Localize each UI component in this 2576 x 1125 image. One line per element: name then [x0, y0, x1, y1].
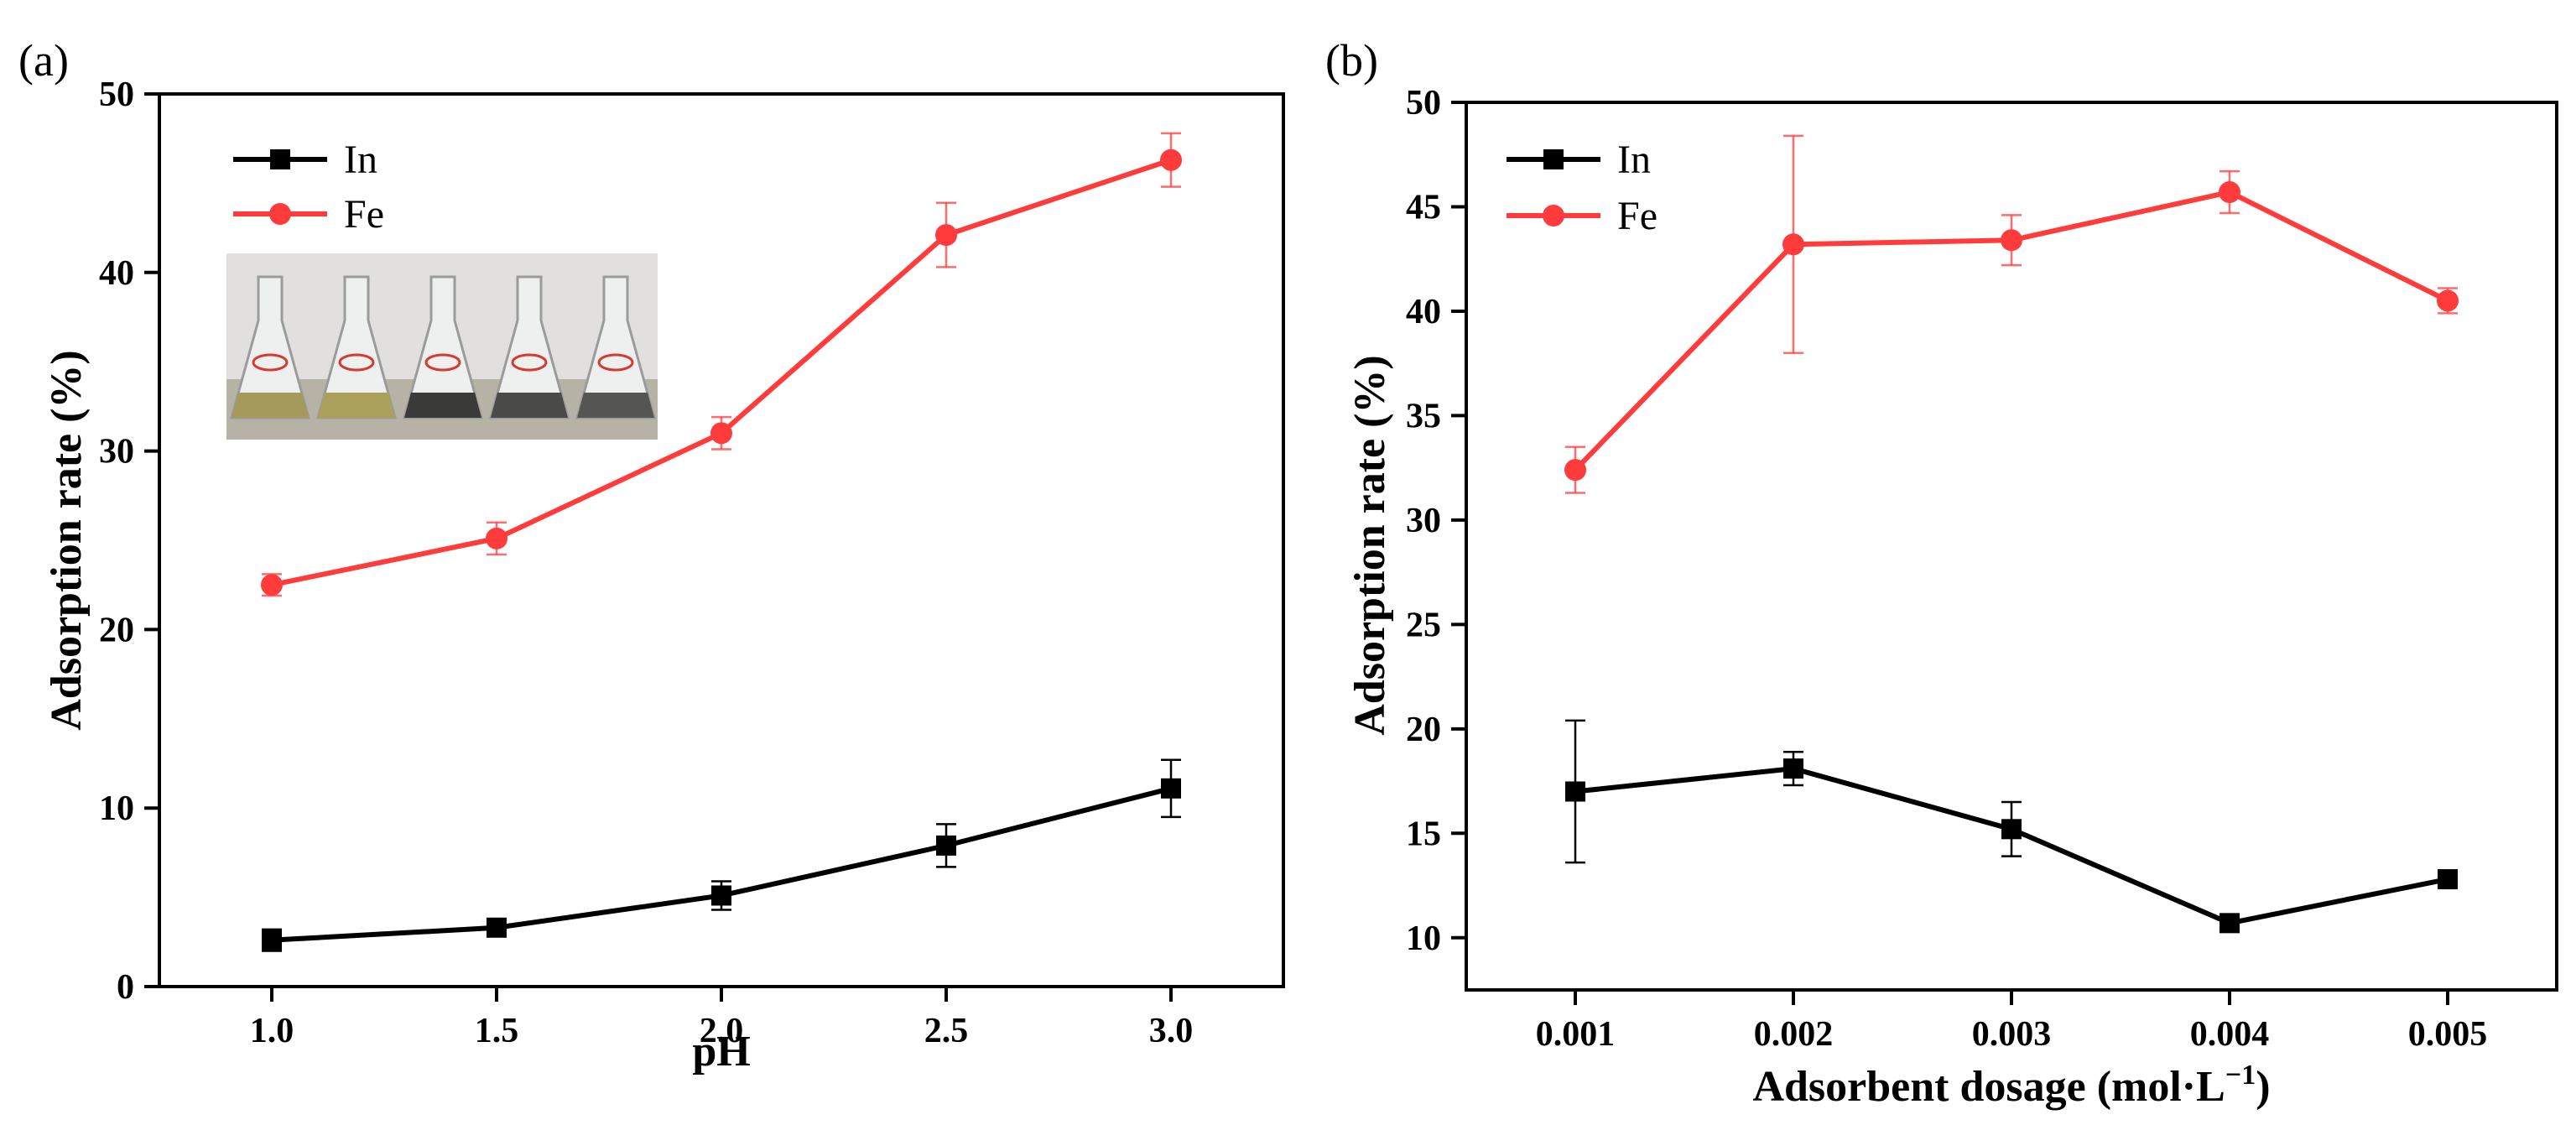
legend-fe-marker	[269, 203, 291, 225]
panel-b-ytick-label: 15	[1406, 815, 1441, 853]
flask-liquid	[232, 393, 309, 418]
series-in-point	[2001, 819, 2022, 840]
legend-in-marker	[1543, 149, 1564, 169]
panel-a-ylabel: Adsorption rate (%)	[43, 350, 91, 731]
flask-liquid	[491, 393, 568, 418]
panel-b-xtick-label: 0.005	[2408, 1015, 2488, 1054]
series-fe-point	[2001, 229, 2022, 252]
panel-b-xtick-label: 0.001	[1536, 1015, 1616, 1054]
panel-a-xtick-label: 1.0	[250, 1012, 294, 1050]
series-in-point	[936, 835, 956, 856]
series-in-point	[1783, 758, 1803, 779]
series-fe-point	[261, 574, 283, 596]
panel-b-legend: In Fe	[1507, 138, 1657, 238]
panel-a-xtick-label: 2.5	[924, 1012, 969, 1050]
series-in-line	[271, 785, 1172, 943]
flask-liquid	[404, 393, 481, 418]
flask-liquid	[577, 393, 654, 418]
series-fe-point	[2437, 289, 2459, 312]
panel-b-xlabel: Adsorbent dosage (mol·L−1)	[1752, 1060, 2270, 1111]
series-fe-point	[1160, 148, 1182, 171]
legend-in-label: In	[1617, 138, 1651, 182]
panel-a-axes: 1.0 1.5 2.0 2.5 3.0 0 10 20 30 40 50	[99, 76, 1193, 1050]
series-fe-point	[2219, 181, 2240, 204]
flask-label	[511, 353, 548, 372]
panel-a-legend: In Fe	[233, 138, 384, 237]
panel-b-ytick-label: 20	[1406, 711, 1441, 749]
panel-b-xlabel-end: )	[2256, 1063, 2270, 1111]
panel-b-axes: 0.001 0.002 0.003 0.004 0.005 10 15 20 25 30 35 40 4…	[1406, 84, 2487, 1054]
series-in-point	[711, 885, 731, 906]
legend-in-marker	[270, 149, 290, 169]
panel-a-ytick-label: 50	[99, 76, 134, 114]
panel-a-frame	[158, 92, 1285, 988]
panel-a-xtick-label: 1.5	[475, 1012, 519, 1050]
panel-a-xtick-label: 3.0	[1149, 1012, 1194, 1050]
series-in-point	[487, 917, 507, 938]
panel-a-ytick-label: 20	[99, 611, 134, 649]
flask-label	[597, 353, 634, 372]
panel-b-ylabel: Adsorption rate (%)	[1346, 355, 1394, 736]
panel-a-ytick-label: 10	[99, 789, 134, 828]
panel-a-ytick-label: 40	[99, 254, 134, 293]
series-fe-point	[710, 422, 732, 445]
panel-b-xtick-label: 0.002	[1754, 1015, 1834, 1054]
panel-b-series	[1564, 134, 2459, 934]
legend-fe-marker	[1543, 205, 1564, 227]
panel-a-ytick-label: 0	[117, 968, 134, 1007]
panel-b-tag: (b)	[1325, 35, 1378, 86]
flask-label	[424, 353, 461, 372]
panel-b-ytick-label: 40	[1406, 293, 1441, 331]
series-in-point	[2438, 869, 2458, 890]
series-in-point	[2220, 913, 2240, 934]
panel-a-tag: (a)	[18, 35, 69, 86]
panel-b-ytick-label: 25	[1406, 606, 1441, 644]
flask-liquid	[318, 393, 395, 418]
panel-b-ytick-label: 50	[1406, 84, 1441, 122]
series-fe-point	[935, 224, 957, 247]
series-fe-point	[1564, 459, 1586, 482]
panel-b-ytick-label: 30	[1406, 502, 1441, 540]
legend-fe-label: Fe	[344, 192, 384, 237]
panel-a-xtick-label: 2.0	[700, 1012, 744, 1050]
flask-label	[252, 353, 289, 372]
series-in-point	[262, 930, 282, 951]
panel-b-ytick-label: 10	[1406, 919, 1441, 958]
panel-b-xtick-label: 0.004	[2190, 1015, 2270, 1054]
panel-b-xtick-label: 0.003	[1972, 1015, 2052, 1054]
flask-label	[338, 353, 375, 372]
panel-a-xlabel: pH	[692, 1028, 750, 1076]
panel-b-ytick-label: 35	[1406, 397, 1441, 435]
panel-b-xlabel-sup: −1	[2225, 1060, 2256, 1091]
panel-a-ytick-label: 30	[99, 433, 134, 471]
series-in-point	[1161, 778, 1181, 799]
series-fe-point	[486, 527, 507, 549]
panel-b-ytick-label: 45	[1406, 188, 1441, 227]
panel-a-series	[261, 132, 1182, 952]
legend-in-label: In	[344, 138, 377, 182]
panel-b: (b) 0.001 0.002 0.003 0.004 0.005 10 15 20 25 30 3…	[1325, 35, 2558, 1111]
flasks-photo-inset	[226, 253, 658, 440]
series-in-point	[1565, 781, 1585, 802]
panel-b-xlabel-main: Adsorbent dosage (mol·L	[1752, 1063, 2225, 1111]
series-fe-point	[1782, 233, 1804, 256]
legend-fe-label: Fe	[1617, 194, 1657, 238]
